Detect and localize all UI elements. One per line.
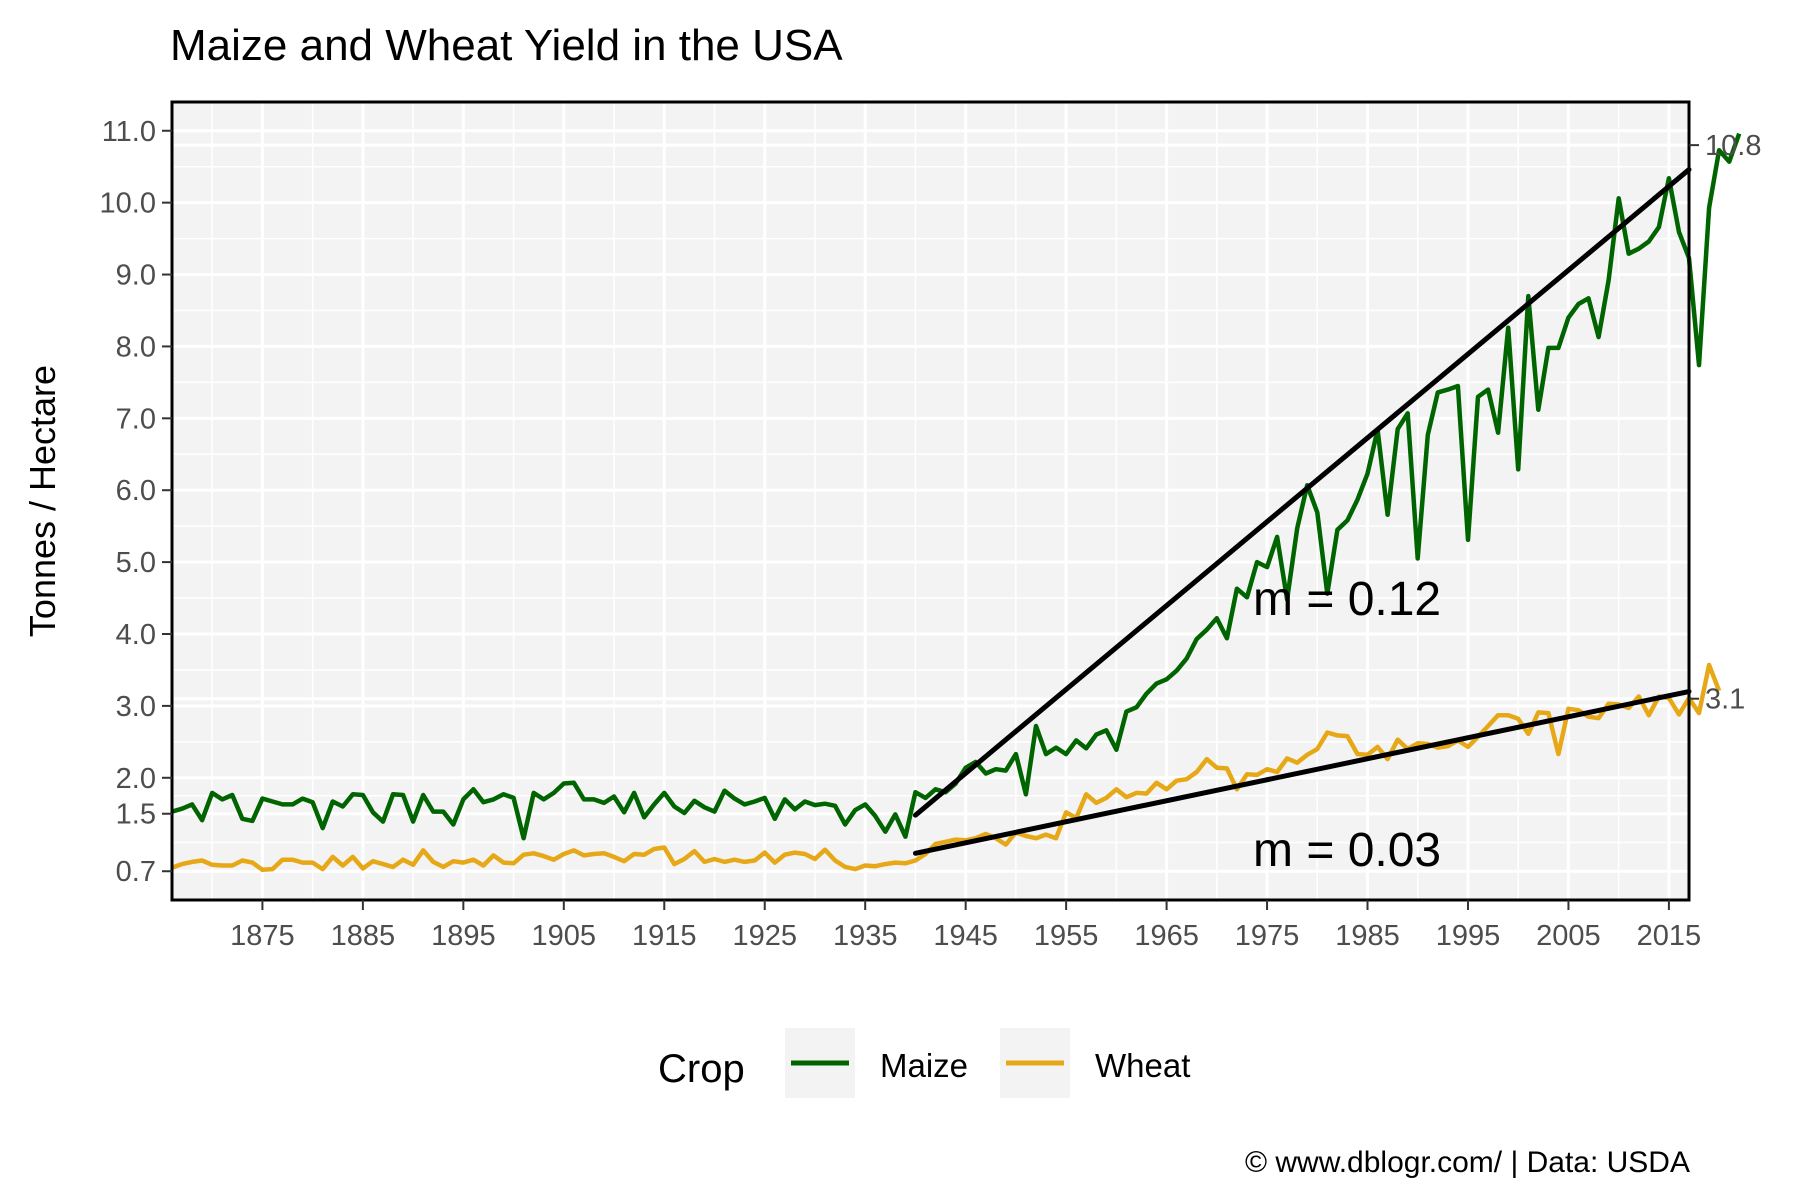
y-tick-label: 9.0 [116,260,156,292]
legend: Crop Maize Wheat [658,1028,1190,1098]
chart-title: Maize and Wheat Yield in the USA [170,21,843,70]
x-tick-label: 1955 [1034,920,1099,952]
annotation-layer: m = 0.12 m = 0.03 [1253,573,1441,877]
x-tick-label: 1925 [732,920,797,952]
y-tick-label: 1.5 [116,799,156,831]
x-tick-label: 1975 [1235,920,1300,952]
legend-label-maize: Maize [880,1047,968,1084]
y-tick-label: 4.0 [116,619,156,651]
legend-title: Crop [658,1047,745,1091]
x-tick-label: 1895 [431,920,496,952]
series-line-wheat [171,662,1722,873]
plot-border [170,100,1691,902]
trend-line-maize [912,167,1692,818]
plot-panel [172,102,1689,900]
x-axis: 1875 1885 1895 1905 1915 1925 1935 1945 1955 1965… [230,900,1701,952]
x-tick-label: 1885 [331,920,396,952]
x-tick-label: 2005 [1536,920,1601,952]
x-tick-label: 1995 [1436,920,1501,952]
y-axis: 0.7 1.5 2.0 3.0 4.0 5.0 6.0 7.0 8.0 9.0 10.0 11.0 [100,116,172,888]
y-tick-label: 5.0 [116,547,156,579]
y-tick-label: 10.0 [100,188,156,220]
grid-major [172,102,1689,900]
footer-caption: © www.dblogr.com/ | Data: USDA [1245,1146,1690,1179]
x-tick-label: 1905 [532,920,597,952]
y-tick-label: 2.0 [116,763,156,795]
secondary-y-axis: 10.8 3.1 [1689,130,1761,716]
x-tick-label: 1945 [933,920,998,952]
trend-line-wheat [912,689,1692,856]
x-tick-label: 2015 [1637,920,1702,952]
y-tick-label: 7.0 [116,403,156,435]
y-tick-label: 0.7 [116,856,156,888]
x-tick-label: 1935 [833,920,898,952]
y2-tick-label: 3.1 [1705,684,1745,716]
x-tick-label: 1985 [1335,920,1400,952]
slope-annotation-maize: m = 0.12 [1253,573,1441,626]
y2-tick-label: 10.8 [1705,130,1761,162]
slope-annotation-wheat: m = 0.03 [1253,824,1441,877]
x-tick-label: 1875 [230,920,295,952]
x-tick-label: 1965 [1134,920,1199,952]
y-tick-label: 11.0 [102,116,156,148]
trend-layer [912,167,1692,856]
y-tick-label: 6.0 [116,475,156,507]
y-tick-label: 8.0 [116,331,156,363]
x-tick-label: 1915 [632,920,697,952]
y-tick-label: 3.0 [116,691,156,723]
y-axis-label: Tonnes / Hectare [22,365,63,637]
legend-label-wheat: Wheat [1095,1047,1190,1084]
